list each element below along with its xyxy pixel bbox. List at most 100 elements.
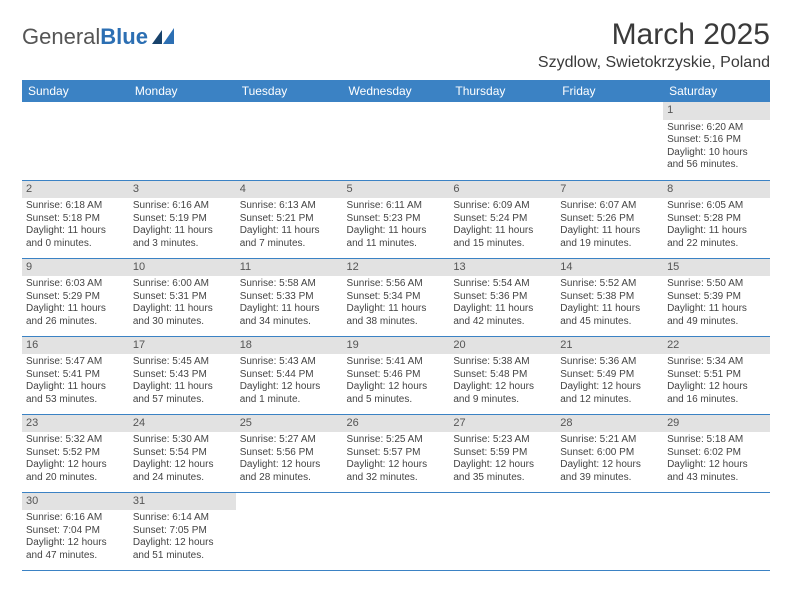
col-thursday: Thursday: [449, 80, 556, 102]
daylight-line: Daylight: 11 hours and 15 minutes.: [453, 225, 552, 250]
calendar-day-cell: 11Sunrise: 5:58 AMSunset: 5:33 PMDayligh…: [236, 258, 343, 336]
col-sunday: Sunday: [22, 80, 129, 102]
day-details: Sunrise: 5:30 AMSunset: 5:54 PMDaylight:…: [129, 432, 236, 487]
sunset-line: Sunset: 5:21 PM: [240, 213, 339, 226]
sunset-line: Sunset: 5:48 PM: [453, 369, 552, 382]
sunrise-line: Sunrise: 5:36 AM: [560, 356, 659, 369]
sunset-line: Sunset: 5:33 PM: [240, 291, 339, 304]
calendar-day-cell: 4Sunrise: 6:13 AMSunset: 5:21 PMDaylight…: [236, 180, 343, 258]
day-number: 2: [22, 181, 129, 199]
sunrise-line: Sunrise: 5:25 AM: [347, 434, 446, 447]
daylight-line: Daylight: 11 hours and 34 minutes.: [240, 303, 339, 328]
calendar-day-cell: [449, 102, 556, 180]
sunset-line: Sunset: 5:19 PM: [133, 213, 232, 226]
day-number: 4: [236, 181, 343, 199]
day-details: Sunrise: 6:18 AMSunset: 5:18 PMDaylight:…: [22, 198, 129, 253]
daylight-line: Daylight: 11 hours and 49 minutes.: [667, 303, 766, 328]
day-details: Sunrise: 5:38 AMSunset: 5:48 PMDaylight:…: [449, 354, 556, 409]
day-number: 25: [236, 415, 343, 433]
day-number: 23: [22, 415, 129, 433]
calendar-day-cell: 23Sunrise: 5:32 AMSunset: 5:52 PMDayligh…: [22, 414, 129, 492]
calendar-day-cell: [663, 492, 770, 570]
sunrise-line: Sunrise: 5:32 AM: [26, 434, 125, 447]
sunset-line: Sunset: 5:59 PM: [453, 447, 552, 460]
day-details: Sunrise: 6:20 AMSunset: 5:16 PMDaylight:…: [663, 120, 770, 175]
sunset-line: Sunset: 5:34 PM: [347, 291, 446, 304]
calendar-day-cell: 13Sunrise: 5:54 AMSunset: 5:36 PMDayligh…: [449, 258, 556, 336]
day-details: Sunrise: 6:00 AMSunset: 5:31 PMDaylight:…: [129, 276, 236, 331]
day-number: 19: [343, 337, 450, 355]
sunset-line: Sunset: 5:49 PM: [560, 369, 659, 382]
day-details: Sunrise: 5:32 AMSunset: 5:52 PMDaylight:…: [22, 432, 129, 487]
daylight-line: Daylight: 12 hours and 9 minutes.: [453, 381, 552, 406]
day-number: 8: [663, 181, 770, 199]
col-wednesday: Wednesday: [343, 80, 450, 102]
sunrise-line: Sunrise: 5:50 AM: [667, 278, 766, 291]
calendar-day-cell: 5Sunrise: 6:11 AMSunset: 5:23 PMDaylight…: [343, 180, 450, 258]
sunrise-line: Sunrise: 5:56 AM: [347, 278, 446, 291]
logo: GeneralBlue: [22, 24, 176, 50]
daylight-line: Daylight: 12 hours and 28 minutes.: [240, 459, 339, 484]
location-subtitle: Szydlow, Swietokrzyskie, Poland: [538, 54, 770, 72]
day-details: Sunrise: 6:09 AMSunset: 5:24 PMDaylight:…: [449, 198, 556, 253]
daylight-line: Daylight: 11 hours and 11 minutes.: [347, 225, 446, 250]
calendar-day-cell: [22, 102, 129, 180]
day-number: 1: [663, 102, 770, 120]
daylight-line: Daylight: 11 hours and 7 minutes.: [240, 225, 339, 250]
calendar-table: Sunday Monday Tuesday Wednesday Thursday…: [22, 80, 770, 571]
sunrise-line: Sunrise: 5:41 AM: [347, 356, 446, 369]
day-number: 13: [449, 259, 556, 277]
sunrise-line: Sunrise: 6:13 AM: [240, 200, 339, 213]
day-number: 30: [22, 493, 129, 511]
daylight-line: Daylight: 12 hours and 16 minutes.: [667, 381, 766, 406]
daylight-line: Daylight: 11 hours and 22 minutes.: [667, 225, 766, 250]
calendar-day-cell: 14Sunrise: 5:52 AMSunset: 5:38 PMDayligh…: [556, 258, 663, 336]
day-details: Sunrise: 6:16 AMSunset: 7:04 PMDaylight:…: [22, 510, 129, 565]
calendar-week-row: 30Sunrise: 6:16 AMSunset: 7:04 PMDayligh…: [22, 492, 770, 570]
calendar-day-cell: 7Sunrise: 6:07 AMSunset: 5:26 PMDaylight…: [556, 180, 663, 258]
sunrise-line: Sunrise: 5:52 AM: [560, 278, 659, 291]
day-number: 7: [556, 181, 663, 199]
daylight-line: Daylight: 12 hours and 32 minutes.: [347, 459, 446, 484]
sunset-line: Sunset: 5:43 PM: [133, 369, 232, 382]
daylight-line: Daylight: 12 hours and 35 minutes.: [453, 459, 552, 484]
calendar-day-cell: 30Sunrise: 6:16 AMSunset: 7:04 PMDayligh…: [22, 492, 129, 570]
day-number: 6: [449, 181, 556, 199]
day-details: Sunrise: 5:47 AMSunset: 5:41 PMDaylight:…: [22, 354, 129, 409]
daylight-line: Daylight: 11 hours and 30 minutes.: [133, 303, 232, 328]
sunrise-line: Sunrise: 5:38 AM: [453, 356, 552, 369]
calendar-day-cell: 3Sunrise: 6:16 AMSunset: 5:19 PMDaylight…: [129, 180, 236, 258]
day-details: Sunrise: 5:21 AMSunset: 6:00 PMDaylight:…: [556, 432, 663, 487]
day-details: Sunrise: 5:50 AMSunset: 5:39 PMDaylight:…: [663, 276, 770, 331]
sunrise-line: Sunrise: 6:14 AM: [133, 512, 232, 525]
sunset-line: Sunset: 5:36 PM: [453, 291, 552, 304]
daylight-line: Daylight: 11 hours and 53 minutes.: [26, 381, 125, 406]
day-number: 24: [129, 415, 236, 433]
day-details: Sunrise: 6:16 AMSunset: 5:19 PMDaylight:…: [129, 198, 236, 253]
calendar-day-cell: [343, 102, 450, 180]
sunrise-line: Sunrise: 5:27 AM: [240, 434, 339, 447]
day-details: Sunrise: 5:23 AMSunset: 5:59 PMDaylight:…: [449, 432, 556, 487]
sunrise-line: Sunrise: 6:03 AM: [26, 278, 125, 291]
title-block: March 2025 Szydlow, Swietokrzyskie, Pola…: [538, 18, 770, 72]
day-details: Sunrise: 5:56 AMSunset: 5:34 PMDaylight:…: [343, 276, 450, 331]
sunrise-line: Sunrise: 5:47 AM: [26, 356, 125, 369]
day-number: 21: [556, 337, 663, 355]
sunset-line: Sunset: 5:39 PM: [667, 291, 766, 304]
daylight-line: Daylight: 11 hours and 38 minutes.: [347, 303, 446, 328]
sunrise-line: Sunrise: 6:00 AM: [133, 278, 232, 291]
sunset-line: Sunset: 5:24 PM: [453, 213, 552, 226]
sunrise-line: Sunrise: 5:34 AM: [667, 356, 766, 369]
calendar-week-row: 23Sunrise: 5:32 AMSunset: 5:52 PMDayligh…: [22, 414, 770, 492]
day-number: 9: [22, 259, 129, 277]
day-number: 15: [663, 259, 770, 277]
day-number: 12: [343, 259, 450, 277]
calendar-day-cell: [556, 102, 663, 180]
calendar-day-cell: [236, 102, 343, 180]
day-number: 28: [556, 415, 663, 433]
day-number: 17: [129, 337, 236, 355]
sunset-line: Sunset: 7:05 PM: [133, 525, 232, 538]
sunset-line: Sunset: 6:02 PM: [667, 447, 766, 460]
calendar-day-cell: 19Sunrise: 5:41 AMSunset: 5:46 PMDayligh…: [343, 336, 450, 414]
calendar-day-cell: [129, 102, 236, 180]
